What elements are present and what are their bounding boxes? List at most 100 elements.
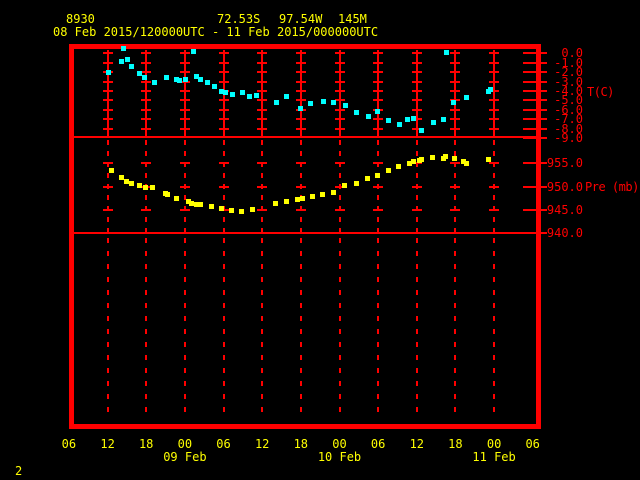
gridline-cross-tick	[450, 162, 461, 165]
gridline-cross-tick	[295, 80, 306, 83]
gridline-cross-tick	[450, 90, 461, 92]
pressure-point	[410, 159, 416, 165]
station-latitude: 72.53S	[217, 12, 261, 26]
gridline-cross-tick	[373, 118, 384, 121]
gridline-cross-tick	[334, 52, 345, 55]
pressure-point	[485, 157, 491, 163]
gridline-cross-tick	[489, 71, 500, 74]
gridline-cross-tick	[295, 185, 306, 188]
gridline-cross-tick	[450, 61, 461, 64]
gridline-cross-tick	[218, 118, 229, 121]
gridline-lower	[338, 238, 341, 418]
temp-tick-label: -8.0	[554, 121, 583, 136]
gridline-cross-tick	[450, 185, 461, 188]
temperature-point	[405, 117, 411, 123]
gridline-cross-tick	[411, 52, 422, 55]
pressure-tick-label: 940.0	[546, 226, 583, 241]
gridline-cross-tick	[489, 108, 500, 111]
temperature-point	[331, 100, 336, 106]
gridline-cross-tick	[450, 71, 461, 74]
gridline-cross-tick	[489, 52, 500, 55]
x-hour-label: 18	[138, 437, 154, 451]
gridline-cross-tick	[489, 90, 500, 92]
gridline-cross-tick	[102, 90, 113, 92]
gridline-cross-tick	[257, 80, 268, 83]
gridline-cross-tick	[489, 185, 500, 188]
pressure-point	[238, 208, 244, 214]
temp-axis-tick	[523, 61, 547, 64]
x-date-label: 11 Feb	[472, 450, 516, 464]
gridline-cross-tick	[141, 52, 152, 55]
pressure-axis-tick	[523, 162, 547, 165]
pressure-point	[374, 173, 380, 178]
gridline-temp	[145, 50, 148, 136]
temperature-point	[419, 127, 425, 133]
gridline-cross-tick	[141, 90, 152, 92]
gridline-lower	[415, 238, 418, 418]
gridline-cross-tick	[373, 52, 384, 55]
temperature-point	[106, 70, 112, 76]
pressure-point	[354, 181, 360, 187]
temperature-point	[182, 76, 188, 82]
pressure-point	[164, 192, 170, 198]
pressure-point	[300, 196, 306, 202]
gridline-lower	[454, 238, 457, 418]
plot-frame	[69, 44, 541, 429]
pressure-point	[309, 194, 315, 199]
gridline-cross-tick	[218, 61, 229, 64]
temperature-point	[430, 120, 436, 126]
temp-tick-label: -1.0	[554, 55, 583, 70]
gridline-cross-tick	[218, 162, 229, 165]
gridline-cross-tick	[411, 90, 422, 92]
temperature-point	[137, 71, 143, 76]
temp-tick-label: -4.0	[554, 84, 583, 98]
gridline-cross-tick	[179, 71, 190, 74]
temperature-point	[385, 118, 391, 124]
gridline-cross-tick	[411, 185, 422, 188]
gridline-cross-tick	[489, 209, 500, 211]
gridline-cross-tick	[179, 61, 190, 64]
gridline-temp	[338, 50, 341, 136]
gridline-cross-tick	[334, 99, 345, 102]
x-hour-label: 06	[216, 437, 231, 451]
gridline-cross-tick	[141, 209, 152, 211]
gridline-cross-tick	[257, 108, 268, 111]
pressure-point	[198, 201, 204, 207]
temp-axis-tick	[523, 90, 547, 92]
temperature-axis-title: T(C)	[587, 85, 614, 99]
pressure-point	[452, 155, 458, 161]
gridline-cross-tick	[334, 118, 345, 121]
gridline-cross-tick	[334, 127, 345, 130]
temperature-point	[211, 84, 217, 90]
gridline-lower	[145, 238, 148, 418]
gridline-cross-tick	[102, 185, 113, 188]
gridline-cross-tick	[450, 108, 461, 111]
gridline-temp	[415, 50, 418, 136]
gridline-lower	[493, 238, 496, 418]
gridline-cross-tick	[295, 61, 306, 64]
pressure-axis-title: Pre (mb)	[585, 180, 639, 194]
gridline-cross-tick	[179, 90, 190, 92]
gridline-cross-tick	[141, 118, 152, 121]
gridline-cross-tick	[411, 108, 422, 111]
gridline-lower	[183, 238, 186, 418]
temp-tick-label: -5.0	[554, 93, 583, 108]
pressure-point	[218, 206, 224, 212]
pressure-point	[129, 180, 135, 186]
temperature-point	[343, 103, 349, 109]
temperature-point	[410, 116, 416, 122]
gridline-cross-tick	[489, 162, 500, 165]
gridline-cross-tick	[489, 61, 500, 64]
x-hour-label: 06	[525, 437, 540, 451]
gridline-cross-tick	[257, 99, 268, 102]
gridline-cross-tick	[450, 118, 461, 121]
pressure-point	[173, 195, 179, 201]
gridline-lower	[377, 238, 380, 418]
gridline-cross-tick	[334, 80, 345, 83]
pressure-point	[209, 204, 215, 210]
gridline-temp	[493, 50, 496, 136]
station-id: 8930	[66, 12, 95, 26]
gridline-cross-tick	[257, 90, 268, 92]
pressure-point	[440, 155, 446, 161]
temp-axis-tick	[523, 52, 547, 55]
